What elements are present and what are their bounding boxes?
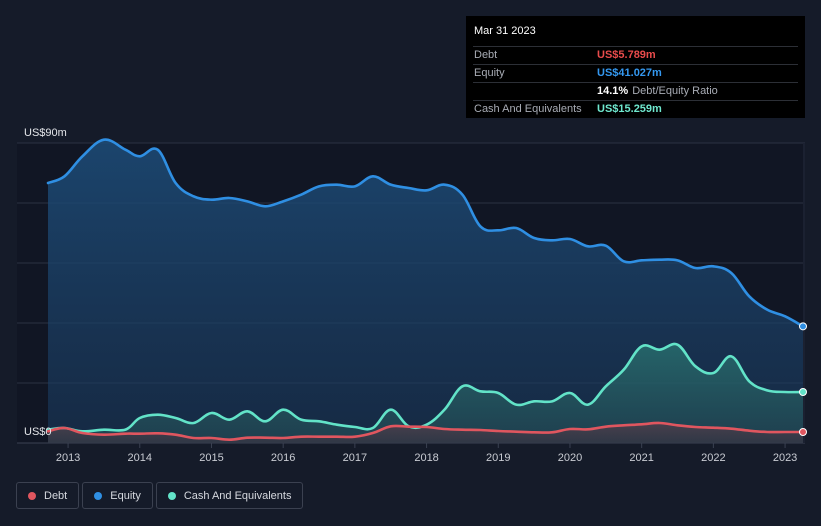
x-tick-label-2014: 2014 [128, 452, 152, 464]
equity-end-marker [799, 322, 807, 331]
tooltip-debt-label: Debt [474, 49, 498, 61]
tooltip-row-cash: Cash And Equivalents US$15.259m [473, 101, 798, 118]
tooltip-debt-value: US$5.789m [597, 49, 656, 61]
x-tick-label-2017: 2017 [343, 452, 367, 464]
legend: Debt Equity Cash And Equivalents [16, 482, 306, 509]
tooltip-cash-value: US$15.259m [597, 103, 662, 115]
cash-line [46, 342, 805, 433]
x-tick-label-2013: 2013 [56, 452, 80, 464]
legend-item-equity[interactable]: Equity [82, 482, 153, 509]
x-tick-label-2023: 2023 [773, 452, 797, 464]
x-tick-label-2021: 2021 [629, 452, 653, 464]
tooltip-row-debt: Debt US$5.789m [473, 47, 798, 65]
debt-end-marker [799, 428, 807, 436]
future-region [803, 143, 805, 443]
tooltip-equity-label: Equity [474, 67, 505, 79]
x-tick-label-2015: 2015 [199, 452, 223, 464]
tooltip-row-equity: Equity US$41.027m [473, 65, 798, 83]
tooltip-ratio-spacer [473, 83, 597, 100]
legend-dot-debt-icon [28, 491, 36, 500]
x-tick-label-2018: 2018 [414, 452, 438, 464]
tooltip-ratio-value: 14.1% [597, 85, 629, 97]
y-axis-top-label: US$90m [24, 127, 67, 139]
debt-line [46, 421, 805, 441]
legend-item-debt[interactable]: Debt [16, 482, 80, 509]
tooltip-cash-label: Cash And Equivalents [474, 103, 582, 115]
tooltip-equity-value: US$41.027m [597, 67, 662, 79]
equity-line [46, 138, 805, 328]
tooltip-row-ratio: 14.1% Debt/Equity Ratio [473, 83, 798, 101]
x-tick-label-2016: 2016 [271, 452, 295, 464]
tooltip-ratio-label: Debt/Equity Ratio [632, 85, 718, 97]
y-axis-bottom-label: US$0 [24, 426, 52, 438]
tooltip-panel: Mar 31 2023 Debt US$5.789m Equity US$41.… [466, 16, 805, 118]
legend-dot-equity-icon [94, 491, 103, 500]
x-tick-label-2022: 2022 [701, 452, 725, 464]
debt-area [48, 422, 803, 443]
legend-label-cash: Cash And Equivalents [183, 489, 292, 502]
legend-dot-cash-icon [167, 491, 176, 500]
cash-end-marker [799, 388, 807, 396]
legend-label-equity: Equity [110, 489, 141, 502]
x-tick-label-2020: 2020 [558, 452, 582, 464]
tooltip-date: Mar 31 2023 [473, 24, 798, 47]
equity-area [48, 139, 803, 443]
cash-area [48, 343, 803, 443]
legend-label-debt: Debt [44, 489, 68, 502]
x-tick-label-2019: 2019 [486, 452, 510, 464]
legend-item-cash[interactable]: Cash And Equivalents [155, 482, 304, 509]
